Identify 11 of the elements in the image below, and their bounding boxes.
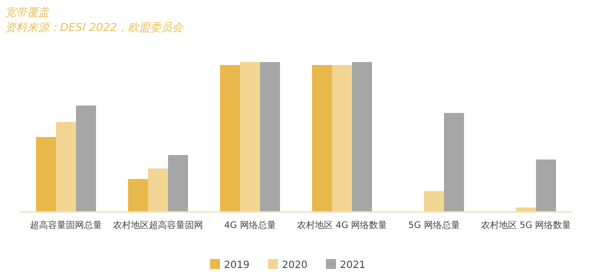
x-tick-label: 超高容量固网总量 (30, 220, 102, 231)
legend-label: 2020 (282, 260, 308, 271)
x-tick-label: 5G 网络总量 (408, 220, 460, 231)
legend-label: 2019 (224, 260, 250, 271)
x-tick-label: 农村地区 4G 网络数量 (296, 220, 388, 231)
x-tick-label: 农村地区超高容量固网 (113, 220, 203, 231)
legend-label: 2021 (340, 260, 366, 271)
x-tick-label: 农村地区 5G 网络数量 (480, 220, 572, 231)
x-tick-label: 4G 网络总量 (224, 220, 276, 231)
chart-subtitle: 资料来源：DESI 2022，欧盟委员会 (5, 21, 184, 34)
chart-title: 宽带覆盖 (5, 6, 50, 19)
